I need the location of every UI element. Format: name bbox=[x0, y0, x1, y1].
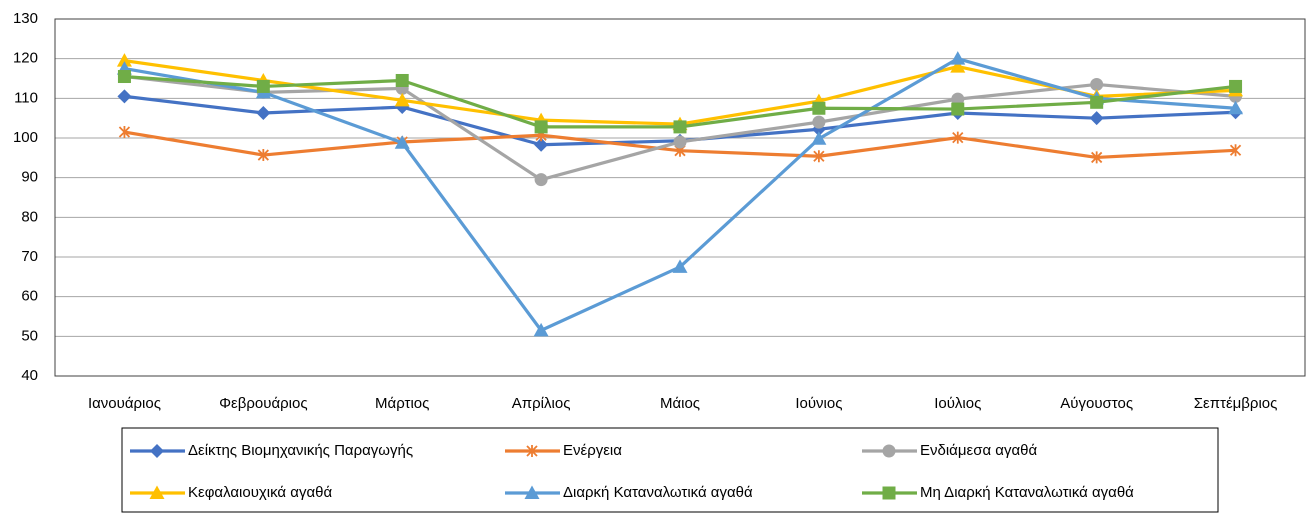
marker bbox=[117, 70, 131, 84]
y-tick-label: 80 bbox=[21, 208, 38, 225]
marker bbox=[394, 135, 410, 149]
marker bbox=[673, 135, 687, 149]
marker bbox=[257, 149, 269, 162]
marker bbox=[394, 92, 410, 107]
y-tick-label: 50 bbox=[21, 327, 38, 344]
x-tick-label: Σεπτέμβριος bbox=[1194, 395, 1278, 412]
marker bbox=[1090, 95, 1104, 109]
marker bbox=[149, 485, 165, 499]
marker bbox=[524, 485, 540, 499]
legend-label: Δείκτης Βιομηχανικής Παραγωγής bbox=[188, 442, 413, 459]
marker bbox=[951, 92, 965, 106]
legend-label: Διαρκή Καταναλωτικά αγαθά bbox=[563, 484, 753, 501]
legend-label: Μη Διαρκή Καταναλωτικά αγαθά bbox=[920, 484, 1134, 501]
legend-label: Ενέργεια bbox=[563, 442, 622, 459]
legend-box bbox=[121, 427, 1219, 513]
marker bbox=[256, 106, 271, 121]
marker bbox=[812, 101, 826, 115]
plot-frame bbox=[54, 18, 1306, 377]
marker bbox=[951, 102, 965, 116]
marker bbox=[534, 120, 548, 134]
y-tick-label: 70 bbox=[21, 248, 38, 265]
marker bbox=[950, 51, 966, 65]
marker bbox=[526, 445, 538, 457]
y-tick-label: 130 bbox=[13, 10, 38, 27]
y-tick-label: 120 bbox=[13, 50, 38, 67]
marker bbox=[1090, 77, 1104, 91]
marker bbox=[811, 131, 827, 145]
marker bbox=[882, 444, 896, 458]
marker bbox=[1229, 79, 1243, 93]
marker bbox=[534, 137, 549, 152]
x-tick-label: Αύγουστος bbox=[1060, 395, 1133, 412]
x-tick-label: Μάιος bbox=[660, 395, 700, 412]
y-tick-label: 60 bbox=[21, 288, 38, 305]
legend-label: Ενδιάμεσα αγαθά bbox=[920, 442, 1037, 459]
marker bbox=[673, 120, 687, 134]
marker bbox=[812, 115, 826, 129]
marker bbox=[950, 59, 966, 73]
marker bbox=[534, 173, 548, 187]
x-tick-label: Ιούνιος bbox=[795, 395, 842, 412]
marker bbox=[1089, 111, 1104, 126]
x-tick-label: Φεβρουάριος bbox=[219, 395, 307, 412]
y-tick-label: 110 bbox=[14, 89, 38, 106]
marker bbox=[813, 150, 825, 163]
y-tick-label: 90 bbox=[21, 169, 38, 186]
y-tick-label: 40 bbox=[21, 367, 38, 384]
x-tick-label: Απρίλιος bbox=[512, 395, 571, 412]
marker bbox=[118, 126, 131, 139]
marker bbox=[150, 444, 164, 458]
marker bbox=[533, 322, 549, 337]
marker bbox=[1229, 144, 1242, 157]
marker bbox=[256, 79, 270, 93]
x-tick-label: Ιανουάριος bbox=[88, 395, 161, 412]
y-tick-label: 100 bbox=[13, 129, 38, 146]
x-tick-label: Ιούλιος bbox=[934, 395, 981, 412]
marker bbox=[1228, 100, 1244, 115]
marker bbox=[117, 89, 132, 104]
marker bbox=[1091, 151, 1103, 164]
legend-label: Κεφαλαιουχικά αγαθά bbox=[188, 484, 332, 501]
marker bbox=[395, 73, 409, 87]
marker bbox=[672, 259, 688, 273]
marker bbox=[116, 53, 132, 67]
marker bbox=[882, 486, 896, 500]
x-tick-label: Μάρτιος bbox=[375, 395, 429, 412]
marker bbox=[952, 131, 964, 144]
